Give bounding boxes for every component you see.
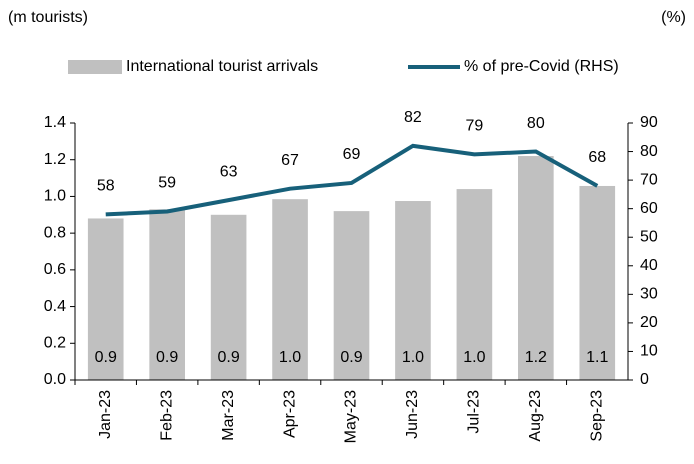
line-value-label: 59: [158, 175, 176, 192]
y-tick-label: 1.0: [44, 188, 66, 205]
legend-label: % of pre-Covid (RHS): [464, 58, 619, 75]
y-axis-label: (m tourists): [8, 9, 88, 26]
legend-label: International tourist arrivals: [126, 58, 318, 75]
bar: [149, 209, 185, 380]
line-value-label: 68: [588, 149, 606, 166]
bar: [333, 211, 370, 380]
bar-value-label: 1.0: [463, 349, 485, 366]
line-value-label: 67: [281, 152, 299, 169]
x-tick-label: Jul-23: [466, 390, 483, 434]
y2-axis-label: (%): [661, 9, 686, 26]
y2-tick-label: 10: [640, 343, 658, 360]
y2-tick-label: 40: [640, 257, 658, 274]
bar-value-label: 0.9: [340, 349, 362, 366]
line-value-label: 79: [465, 118, 483, 135]
x-tick-label: May-23: [343, 390, 360, 443]
bar-value-label: 1.0: [402, 349, 424, 366]
y2-tick-label: 80: [640, 143, 658, 160]
line-value-label: 82: [404, 109, 422, 126]
y2-tick-label: 60: [640, 200, 658, 217]
line-value-label: 58: [97, 178, 115, 195]
bar-value-label: 1.2: [525, 349, 547, 366]
bar-value-label: 0.9: [156, 349, 178, 366]
y-tick-label: 0.6: [44, 261, 66, 278]
x-tick-label: Jan-23: [97, 390, 114, 439]
bar-value-label: 1.0: [279, 349, 301, 366]
y2-tick-label: 20: [640, 314, 658, 331]
x-tick-label: Apr-23: [281, 390, 298, 438]
y-tick-label: 1.2: [44, 151, 66, 168]
line-value-label: 80: [527, 115, 545, 132]
line-value-label: 69: [343, 146, 361, 163]
bar: [210, 214, 247, 380]
bar: [518, 156, 554, 380]
x-tick-label: Jun-23: [404, 390, 421, 439]
legend-swatch: [68, 60, 122, 74]
y-tick-label: 0.8: [44, 224, 66, 241]
y2-tick-label: 90: [640, 114, 658, 131]
x-tick-label: Sep-23: [588, 390, 605, 442]
bar: [87, 218, 124, 380]
y-tick-label: 0.2: [44, 335, 66, 352]
bar: [395, 201, 431, 380]
line: [105, 143, 599, 217]
y-tick-label: 1.4: [44, 114, 66, 131]
y-tick-label: 0.4: [44, 298, 66, 315]
bar: [456, 189, 493, 380]
bar-value-label: 0.9: [95, 349, 117, 366]
y2-tick-label: 30: [640, 286, 658, 303]
bar: [579, 185, 616, 380]
bar: [272, 199, 308, 380]
y-tick-label: 0.0: [44, 371, 66, 388]
y2-tick-label: 70: [640, 171, 658, 188]
x-tick-label: Feb-23: [158, 390, 175, 441]
bar-value-label: 1.1: [586, 349, 608, 366]
y2-tick-label: 50: [640, 228, 658, 245]
bar-value-label: 0.9: [217, 349, 239, 366]
x-tick-label: Aug-23: [527, 390, 544, 442]
y2-tick-label: 0: [640, 371, 649, 388]
line-value-label: 63: [220, 163, 238, 180]
x-tick-label: Mar-23: [220, 390, 237, 441]
